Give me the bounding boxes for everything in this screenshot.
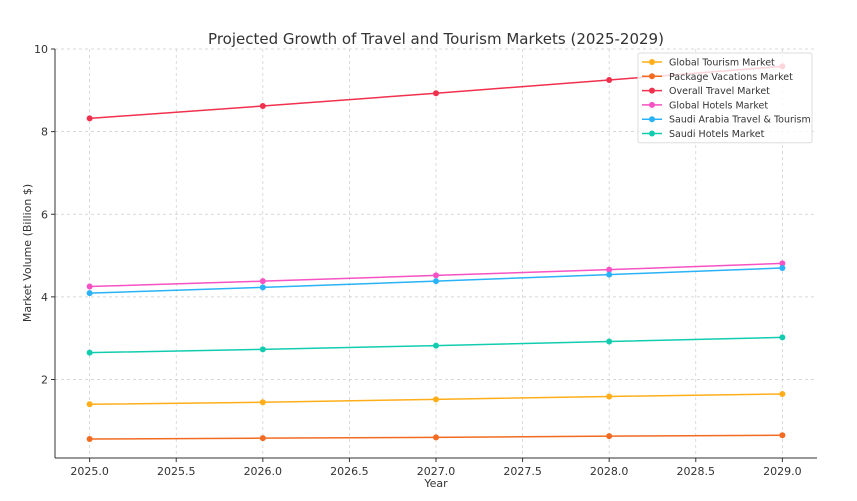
legend-dot-marker [649,59,655,65]
legend-label: Global Tourism Market [669,58,775,69]
x-tick-label: 2029.0 [763,465,802,478]
data-point [606,433,613,440]
legend-item: Global Tourism Market [642,58,775,69]
y-tick-label: 8 [41,126,48,139]
data-point [606,271,613,278]
data-point [433,278,439,285]
data-point [86,401,93,408]
chart-title: Projected Growth of Travel and Tourism M… [208,30,664,48]
data-point [86,435,93,442]
x-tick-label: 2025.5 [157,465,196,478]
x-tick-label: 2026.0 [244,465,283,478]
legend-label: Global Hotels Market [669,100,768,111]
data-point [433,272,439,279]
data-point [433,90,439,97]
legend-label: Package Vacations Market [669,72,793,83]
legend-dot-marker [649,130,655,137]
data-point [606,338,613,345]
series-0 [86,390,786,408]
x-tick-label: 2028.5 [677,465,716,478]
x-axis-label: Year [423,477,448,490]
data-point [86,115,93,122]
x-tick-label: 2025.0 [70,465,109,478]
data-point [86,349,93,356]
data-point [86,283,93,290]
x-tick-label: 2027.0 [417,465,456,478]
legend-dot-marker [649,116,655,123]
legend-label: Saudi Arabia Travel & Tourism [669,115,811,126]
x-tick-label: 2027.5 [503,465,542,478]
y-axis-label: Market Volume (Billion $) [21,184,34,322]
series-4 [86,264,786,297]
x-tick-label: 2026.5 [330,465,369,478]
data-point [779,390,786,397]
data-point [433,342,439,349]
legend-item: Global Hotels Market [642,100,768,111]
data-point [779,260,786,267]
legend-item: Package Vacations Market [642,72,793,83]
data-point [259,399,266,406]
data-point [259,103,266,110]
series-5 [86,334,786,356]
data-point [259,346,266,353]
legend-item: Saudi Hotels Market [642,129,765,140]
y-tick-label: 4 [41,291,48,304]
legend-dot-marker [649,101,655,108]
series-1 [86,432,786,442]
data-point [259,284,266,291]
data-point [606,76,613,83]
data-point [433,396,439,403]
data-point [606,393,613,400]
legend-dot-marker [649,73,655,80]
y-tick-label: 6 [41,208,48,221]
ticks: 2025.0 2025.5 2026.0 2026.5 2027.0 2027.5 2028… [34,43,817,478]
data-point [259,435,266,442]
data-point [779,264,786,271]
legend-item: Overall Travel Market [642,86,770,97]
x-tick-label: 2028.0 [590,465,629,478]
data-point [259,278,266,285]
data-point [779,432,786,439]
legend-dot-marker [649,87,655,94]
y-tick-label: 2 [41,374,48,387]
legend-item: Saudi Arabia Travel & Tourism [642,115,811,126]
y-tick-label: 10 [34,43,48,56]
data-point [779,334,786,341]
legend-label: Overall Travel Market [669,86,770,97]
data-point [86,290,93,297]
legend-label: Saudi Hotels Market [669,129,765,140]
data-point [433,434,439,441]
legend: Global Tourism Market Package Vacations M… [637,52,813,144]
legend-box [637,52,813,144]
data-point [606,266,613,273]
series-3 [86,260,786,290]
